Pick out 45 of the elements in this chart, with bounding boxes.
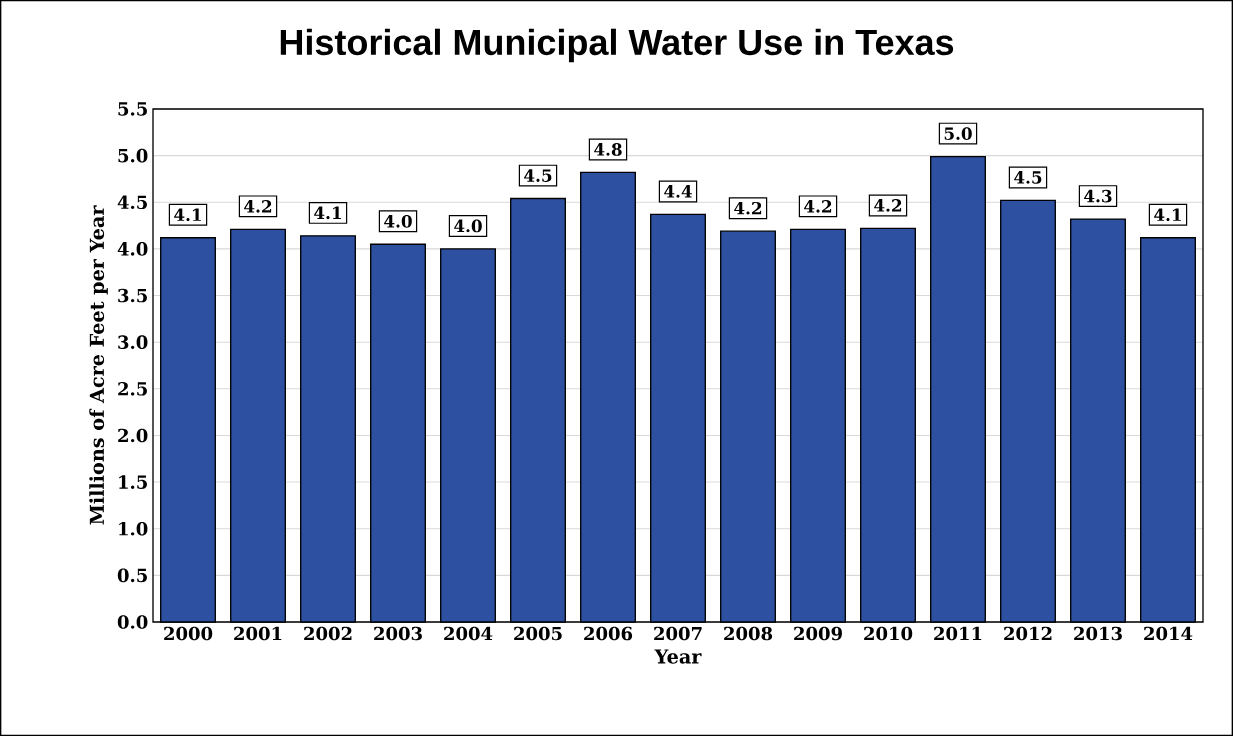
x-tick-label: 2009 xyxy=(794,626,842,641)
x-tick-label: 2005 xyxy=(514,626,562,641)
y-tick-label: 5.5 xyxy=(118,102,147,116)
data-label: 4.2 xyxy=(874,199,902,212)
data-label: 4.1 xyxy=(174,208,201,222)
x-tick-label: 2007 xyxy=(654,626,702,641)
data-label: 4.0 xyxy=(454,219,482,233)
data-label: 4.2 xyxy=(734,201,762,215)
y-tick-label: 2.0 xyxy=(118,428,148,443)
data-label: 4.2 xyxy=(804,200,832,213)
y-tick-label: 0.0 xyxy=(117,615,148,629)
data-label: 4.4 xyxy=(664,185,692,198)
x-tick-label: 2004 xyxy=(444,626,493,641)
x-axis-title: Year xyxy=(654,649,702,664)
data-label: 4.2 xyxy=(244,200,272,213)
y-tick-label: 1.5 xyxy=(119,475,147,489)
data-label: 5.0 xyxy=(944,127,972,140)
y-tick-label: 0.5 xyxy=(117,568,147,583)
y-tick-label: 5.0 xyxy=(118,148,148,163)
x-tick-label: 2014 xyxy=(1144,626,1193,641)
x-tick-label: 2003 xyxy=(374,626,422,641)
y-tick-label: 3.5 xyxy=(118,288,147,303)
y-tick-label: 3.0 xyxy=(118,335,148,349)
y-tick-label: 4.5 xyxy=(117,195,147,210)
y-axis-title: Millions of Acre Feet per Year xyxy=(89,205,108,525)
data-label: 4.0 xyxy=(384,214,412,228)
data-label: 4.3 xyxy=(1084,189,1112,203)
y-tick-label: 2.5 xyxy=(118,382,147,396)
x-tick-label: 2010 xyxy=(864,626,913,641)
data-label: 4.1 xyxy=(314,206,341,220)
x-tick-label: 2000 xyxy=(164,626,213,641)
x-tick-label: 2006 xyxy=(584,626,633,641)
data-label: 4.8 xyxy=(594,143,622,156)
data-label: 4.1 xyxy=(1154,208,1181,222)
x-tick-label: 2008 xyxy=(724,626,773,641)
x-tick-label: 2011 xyxy=(934,626,982,641)
x-tick-label: 2001 xyxy=(234,626,282,641)
y-tick-label: 1.0 xyxy=(119,521,148,536)
x-tick-label: 2012 xyxy=(1004,626,1052,641)
data-label: 4.5 xyxy=(1014,171,1042,184)
chart-title: Historical Municipal Water Use in Texas xyxy=(280,28,954,63)
x-tick-label: 2013 xyxy=(1074,626,1122,641)
y-tick-label: 4.0 xyxy=(117,242,148,256)
x-tick-label: 2002 xyxy=(304,626,352,641)
data-label: 4.5 xyxy=(524,169,552,182)
